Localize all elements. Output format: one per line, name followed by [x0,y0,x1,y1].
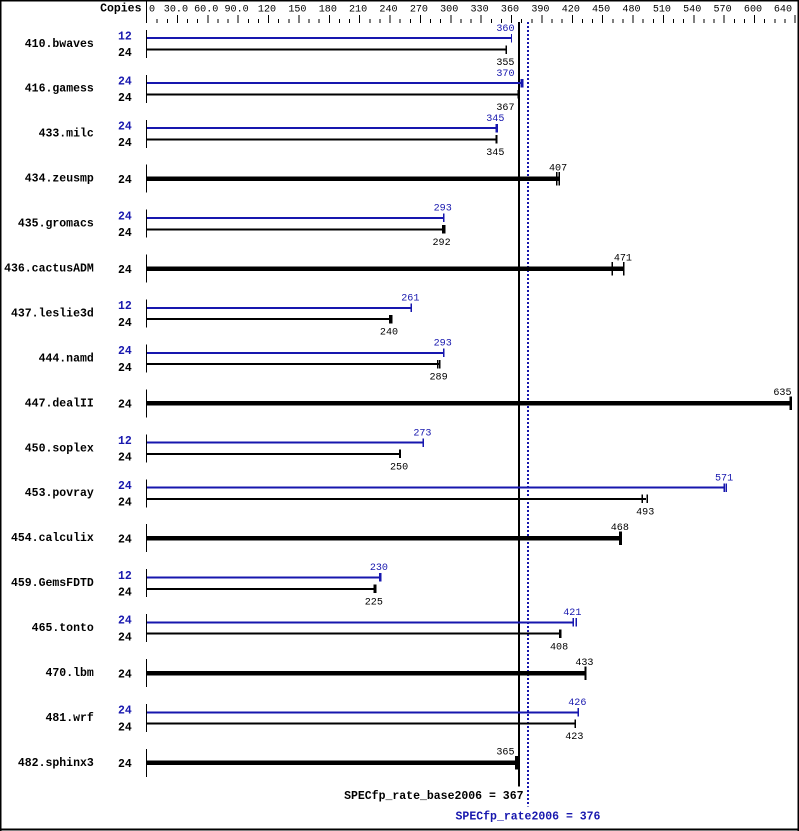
svg-text:450.soplex: 450.soplex [25,442,94,455]
svg-text:Copies: Copies [100,3,142,16]
svg-text:420: 420 [562,5,580,16]
svg-text:465.tonto: 465.tonto [32,622,94,635]
svg-text:289: 289 [430,373,448,384]
svg-text:355: 355 [496,58,514,69]
svg-text:240: 240 [379,5,397,16]
svg-text:24: 24 [118,345,132,358]
svg-text:444.namd: 444.namd [39,352,94,365]
svg-text:24: 24 [118,399,132,412]
svg-text:408: 408 [550,642,568,653]
svg-text:273: 273 [413,428,431,439]
svg-text:24: 24 [118,533,132,546]
svg-text:436.cactusADM: 436.cactusADM [4,263,94,276]
svg-text:24: 24 [118,317,132,330]
svg-text:24: 24 [118,705,132,718]
svg-text:470.lbm: 470.lbm [45,667,93,680]
svg-text:447.dealII: 447.dealII [25,397,94,410]
svg-text:24: 24 [118,631,132,644]
svg-text:24: 24 [118,362,132,375]
svg-text:292: 292 [433,238,451,249]
svg-text:345: 345 [486,148,504,159]
svg-text:SPECfp_rate2006 = 376: SPECfp_rate2006 = 376 [456,811,601,824]
svg-text:210: 210 [349,5,367,16]
svg-text:426: 426 [568,698,586,709]
svg-text:300: 300 [440,5,458,16]
svg-text:240: 240 [380,328,398,339]
svg-text:24: 24 [118,452,132,465]
svg-text:24: 24 [118,92,132,105]
svg-text:12: 12 [118,300,132,313]
svg-text:330: 330 [471,5,489,16]
svg-text:435.gromacs: 435.gromacs [18,218,94,231]
svg-text:24: 24 [118,758,132,771]
svg-text:24: 24 [118,587,132,600]
svg-text:482.sphinx3: 482.sphinx3 [18,757,94,770]
svg-text:24: 24 [118,210,132,223]
svg-text:493: 493 [636,508,654,519]
svg-text:180: 180 [319,5,337,16]
svg-text:150: 150 [288,5,306,16]
svg-text:261: 261 [401,294,419,305]
svg-text:345: 345 [486,114,504,125]
svg-text:640: 640 [774,5,792,16]
svg-text:24: 24 [118,47,132,60]
svg-text:360: 360 [501,5,519,16]
svg-text:454.calculix: 454.calculix [11,532,94,545]
svg-text:24: 24 [118,174,132,187]
svg-text:24: 24 [118,615,132,628]
svg-text:510: 510 [653,5,671,16]
svg-text:410.bwaves: 410.bwaves [25,38,94,51]
svg-text:90.0: 90.0 [224,5,248,16]
svg-text:434.zeusmp: 434.zeusmp [25,173,94,186]
svg-text:0: 0 [149,5,155,16]
svg-text:60.0: 60.0 [194,5,218,16]
svg-text:24: 24 [118,497,132,510]
svg-text:600: 600 [744,5,762,16]
svg-text:367: 367 [496,103,514,114]
svg-text:390: 390 [531,5,549,16]
svg-text:468: 468 [611,523,629,534]
svg-text:480: 480 [622,5,640,16]
svg-text:570: 570 [714,5,732,16]
svg-text:433: 433 [575,658,593,669]
svg-text:SPECfp_rate_base2006 = 367: SPECfp_rate_base2006 = 367 [344,790,524,803]
svg-text:571: 571 [715,473,733,484]
svg-text:24: 24 [118,668,132,681]
svg-text:481.wrf: 481.wrf [45,712,93,725]
svg-text:12: 12 [118,570,132,583]
svg-text:24: 24 [118,75,132,88]
svg-text:370: 370 [496,69,514,80]
svg-text:433.milc: 433.milc [39,128,94,141]
svg-text:459.GemsFDTD: 459.GemsFDTD [11,577,94,590]
svg-text:24: 24 [118,227,132,240]
svg-text:450: 450 [592,5,610,16]
svg-text:540: 540 [683,5,701,16]
svg-text:24: 24 [118,480,132,493]
svg-text:225: 225 [365,597,383,608]
svg-text:12: 12 [118,435,132,448]
svg-text:635: 635 [773,388,791,399]
svg-text:30.0: 30.0 [164,5,188,16]
svg-text:24: 24 [118,264,132,277]
svg-text:12: 12 [118,31,132,44]
svg-text:437.leslie3d: 437.leslie3d [11,307,94,320]
svg-text:24: 24 [118,120,132,133]
svg-text:120: 120 [258,5,276,16]
svg-text:407: 407 [549,163,567,174]
svg-text:293: 293 [434,339,452,350]
svg-text:421: 421 [563,608,581,619]
svg-text:293: 293 [434,204,452,215]
svg-text:365: 365 [496,748,514,759]
svg-text:24: 24 [118,721,132,734]
svg-text:250: 250 [390,463,408,474]
svg-text:24: 24 [118,137,132,150]
svg-text:471: 471 [614,253,632,264]
svg-text:423: 423 [565,732,583,743]
svg-text:360: 360 [496,24,514,35]
svg-text:416.gamess: 416.gamess [25,83,94,96]
svg-text:270: 270 [410,5,428,16]
svg-text:453.povray: 453.povray [25,487,94,500]
svg-text:230: 230 [370,563,388,574]
